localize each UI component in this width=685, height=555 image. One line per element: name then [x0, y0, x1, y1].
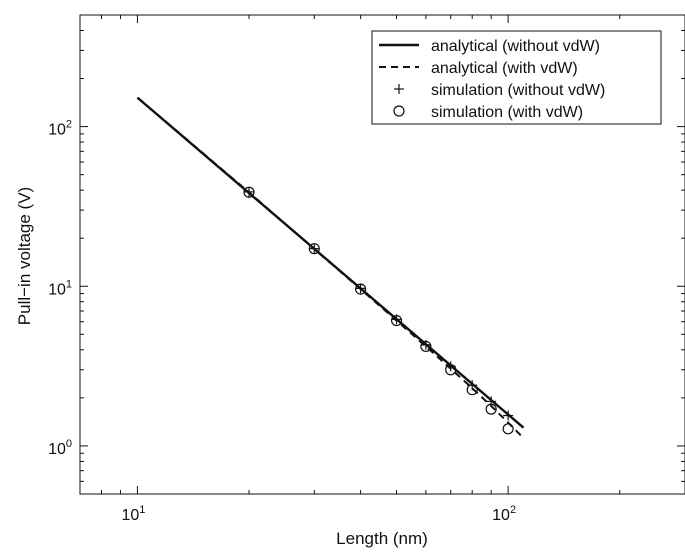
circle-marker: [390, 314, 403, 327]
plus-marker: [309, 243, 320, 254]
x-axis-ticks: 101 102: [79, 15, 685, 524]
circle-marker: [502, 423, 514, 435]
x-tick-label: 102: [492, 504, 516, 524]
series-2: [136, 96, 525, 439]
circle-marker: [308, 243, 320, 255]
legend-label: analytical (with vdW): [431, 60, 578, 77]
legend: analytical (without vdW) analytical (with…: [371, 30, 662, 125]
circle-marker: [420, 340, 432, 353]
x-tick-label: 101: [121, 504, 145, 524]
legend-box: [371, 30, 662, 125]
legend-label: analytical (without vdW): [431, 38, 600, 55]
legend-entry-4: simulation (with vdW): [393, 104, 583, 121]
legend-swatch-marker: [394, 84, 404, 94]
circle-marker: [466, 384, 478, 396]
y-axis-label: Pull−in voltage (V): [15, 187, 34, 325]
legend-label: simulation (with vdW): [431, 104, 583, 121]
circle-marker: [355, 283, 367, 295]
series-layer: [136, 96, 525, 439]
y-axis-ticks: 100 101 102: [48, 14, 685, 495]
legend-entry-1: analytical (without vdW): [379, 38, 600, 55]
plus-marker: [503, 410, 514, 421]
x-axis-label: Length (nm): [336, 529, 428, 548]
series-4: [243, 186, 514, 435]
y-tick-label: 101: [48, 278, 72, 298]
series-line-dashed: [136, 96, 525, 439]
legend-swatch-marker: [393, 105, 405, 117]
circle-marker: [243, 186, 255, 198]
legend-entry-2: analytical (with vdW): [379, 60, 578, 77]
legend-entries: analytical (without vdW) analytical (with…: [379, 38, 605, 121]
legend-label: simulation (without vdW): [431, 82, 605, 99]
circle-marker: [445, 364, 457, 376]
circle-marker: [485, 403, 497, 415]
plus-marker: [355, 283, 366, 294]
y-tick-label: 100: [48, 438, 72, 458]
y-tick-label: 102: [48, 119, 72, 139]
plus-marker: [244, 186, 255, 197]
legend-entry-3: simulation (without vdW): [394, 82, 605, 99]
plus-marker: [486, 396, 497, 407]
